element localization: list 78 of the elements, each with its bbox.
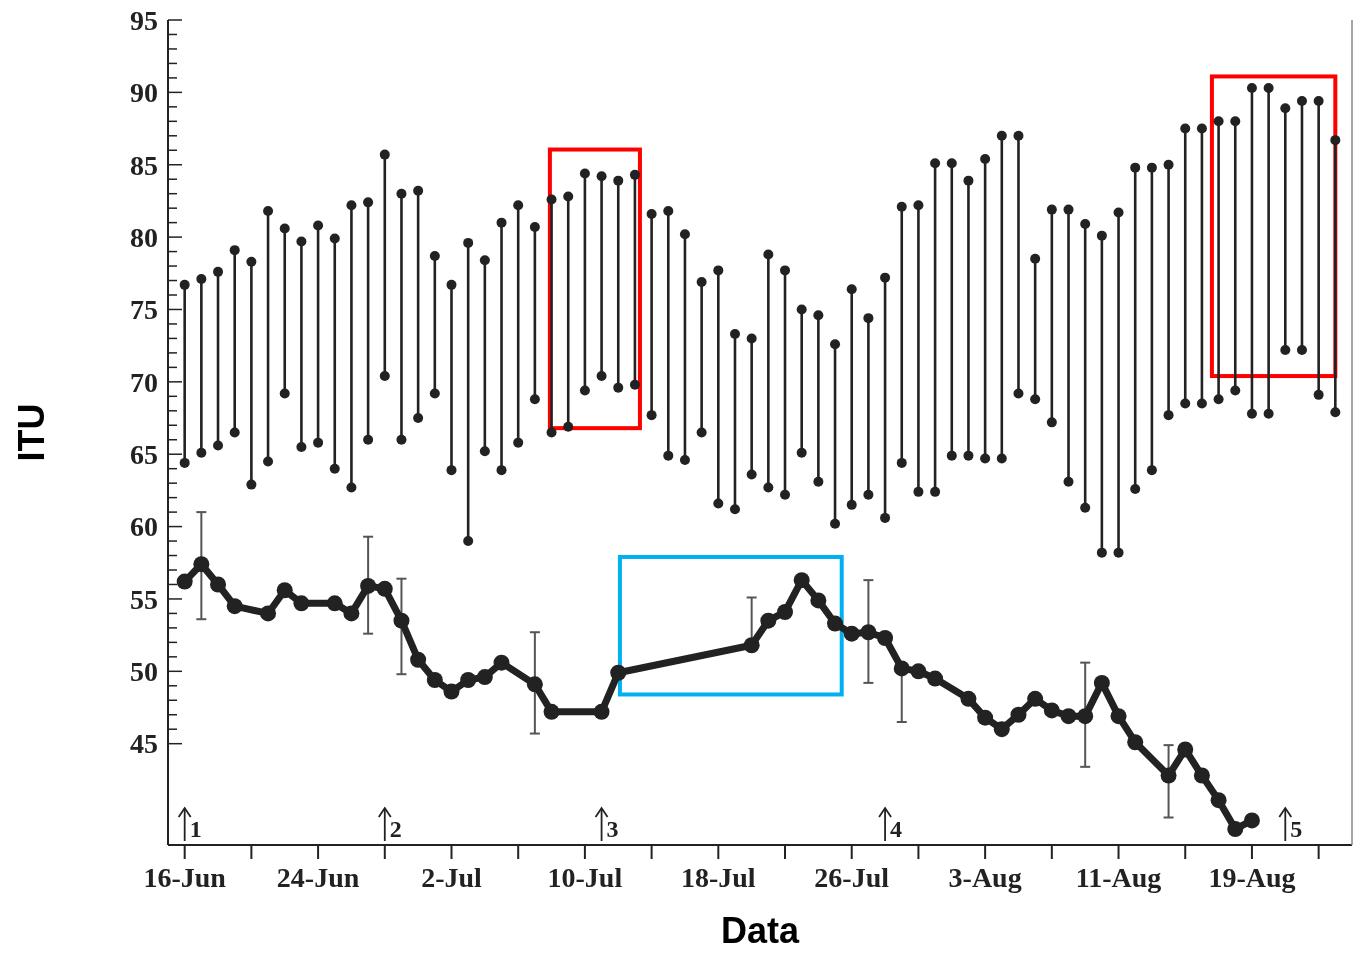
- point: [1110, 708, 1127, 725]
- point: [426, 672, 443, 688]
- point: [1043, 702, 1060, 719]
- point: [210, 576, 227, 593]
- point: [493, 654, 510, 671]
- point: [410, 651, 427, 668]
- point: [1093, 674, 1110, 691]
- y-tick-label: 50: [130, 656, 158, 688]
- point: [827, 615, 844, 632]
- y-tick-label: 75: [130, 294, 158, 326]
- point: [376, 580, 393, 597]
- x-tick-label: 16-Jun: [143, 862, 227, 893]
- point: [326, 595, 343, 612]
- x-tick-label: 3-Aug: [948, 862, 1022, 893]
- point: [743, 637, 760, 654]
- x-tick-label: 24-Jun: [276, 862, 360, 893]
- point: [343, 605, 360, 622]
- point: [877, 630, 894, 647]
- point: [610, 664, 627, 681]
- point: [1127, 734, 1144, 751]
- point: [460, 672, 477, 688]
- point: [760, 612, 777, 629]
- y-tick-label: 80: [130, 221, 158, 253]
- y-tick-label: 85: [130, 149, 158, 181]
- annotation: 2: [389, 816, 402, 842]
- point: [1010, 706, 1027, 723]
- annotation: 5: [1290, 816, 1303, 842]
- point: [226, 598, 243, 615]
- point: [910, 663, 927, 680]
- y-tick-label: 55: [130, 583, 158, 615]
- annotation: 4: [890, 816, 903, 842]
- point: [1227, 821, 1244, 838]
- point: [1027, 690, 1044, 707]
- point: [193, 556, 210, 573]
- y-tick-label: 90: [130, 77, 158, 109]
- point: [860, 624, 877, 641]
- x-tick-label: 11-Aug: [1075, 862, 1162, 893]
- point: [293, 595, 310, 612]
- x-tick-label: 26-Jul: [814, 862, 890, 893]
- point: [977, 709, 994, 726]
- point: [927, 670, 944, 687]
- annotation: 3: [606, 816, 619, 842]
- point: [543, 703, 560, 720]
- y-tick-label: 60: [130, 511, 158, 543]
- y-tick-label: 45: [130, 728, 158, 760]
- x-tick-label: 19-Aug: [1208, 862, 1296, 893]
- point: [1177, 741, 1194, 758]
- point: [1160, 767, 1177, 784]
- point: [526, 676, 543, 693]
- x-tick-label: 10-Jul: [547, 862, 623, 893]
- point: [793, 572, 810, 589]
- point: [993, 721, 1010, 738]
- y-tick-label: 70: [130, 366, 158, 398]
- y-tick-label: 95: [130, 4, 158, 36]
- point: [810, 592, 827, 609]
- point: [960, 690, 977, 707]
- point: [393, 612, 410, 629]
- point: [843, 625, 860, 642]
- x-tick-label: 18-Jul: [680, 862, 756, 893]
- y-tick-label: 65: [130, 439, 158, 471]
- x-axis-title: Data: [720, 910, 800, 951]
- y-axis-title: ITU: [11, 403, 52, 462]
- point: [593, 703, 610, 720]
- point: [260, 605, 277, 622]
- point: [777, 603, 794, 620]
- x-tick-label: 2-Jul: [421, 862, 483, 893]
- point: [1210, 792, 1227, 809]
- annotation: 1: [189, 816, 202, 842]
- point: [276, 582, 293, 599]
- point: [1193, 767, 1210, 784]
- point: [1060, 708, 1077, 725]
- point: [893, 660, 910, 677]
- point: [360, 577, 377, 594]
- point: [1243, 812, 1260, 829]
- point: [443, 683, 460, 700]
- point: [176, 573, 193, 590]
- point: [476, 669, 493, 686]
- point: [1077, 708, 1094, 725]
